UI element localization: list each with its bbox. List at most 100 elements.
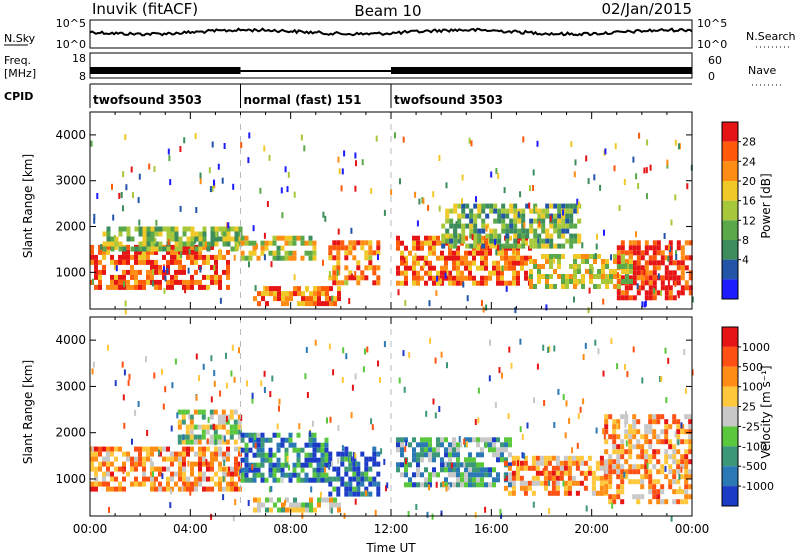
heatmap-cell — [170, 226, 175, 232]
heatmap-cell — [504, 260, 508, 266]
heatmap-cell — [489, 233, 494, 239]
heatmap-cell — [515, 470, 520, 476]
heatmap-cell — [604, 459, 609, 465]
heatmap-cell — [688, 429, 693, 435]
heatmap-cell — [328, 481, 333, 487]
heatmap-cell — [240, 432, 245, 438]
heatmap-cell — [320, 491, 322, 498]
heatmap-cell — [218, 279, 222, 285]
heatmap-cell — [504, 447, 508, 453]
heatmap-cell — [628, 439, 633, 445]
heatmap-cell — [300, 462, 305, 468]
heatmap-cell — [114, 241, 119, 247]
heatmap-cell — [210, 226, 215, 232]
heatmap-cell — [621, 254, 625, 259]
heatmap-cell — [252, 462, 257, 468]
heatmap-cell — [495, 249, 498, 256]
heatmap-cell — [328, 476, 333, 482]
heatmap-cell — [134, 446, 138, 452]
heatmap-cell — [477, 238, 482, 244]
heatmap-cell — [154, 446, 158, 452]
heatmap-cell — [636, 283, 639, 290]
heatmap-cell — [450, 462, 453, 469]
heatmap-cell — [428, 484, 431, 491]
heatmap-cell — [348, 275, 353, 281]
heatmap-cell — [324, 215, 327, 222]
heatmap-cell — [244, 467, 249, 473]
heatmap-cell — [248, 477, 253, 483]
heatmap-cell — [521, 228, 526, 234]
heatmap-cell — [170, 284, 174, 290]
heatmap-cell — [672, 414, 677, 420]
heatmap-cell — [293, 274, 296, 281]
heatmap-cell — [305, 346, 308, 353]
heatmap-cell — [169, 502, 172, 509]
heatmap-cell — [122, 451, 126, 457]
heatmap-cell — [210, 456, 214, 462]
heatmap-cell — [215, 231, 218, 238]
heatmap-cell — [649, 164, 652, 171]
heatmap-cell — [348, 245, 353, 251]
heatmap-cell — [648, 499, 653, 505]
heatmap-cell — [178, 451, 182, 457]
heatmap-cell — [688, 459, 693, 465]
heatmap-cell — [170, 425, 173, 432]
heatmap-cell — [537, 264, 541, 269]
heatmap-cell — [146, 241, 151, 247]
colorbar-tick-label: 500 — [742, 361, 763, 374]
heatmap-cell — [268, 240, 273, 246]
heatmap-cell — [553, 243, 558, 249]
colorbar-swatch — [722, 279, 738, 299]
heatmap-cell — [553, 422, 556, 428]
heatmap-cell — [142, 241, 147, 247]
heatmap-cell — [300, 235, 305, 241]
heatmap-cell — [344, 255, 349, 261]
heatmap-cell — [440, 250, 444, 256]
heatmap-cell — [581, 279, 585, 284]
heatmap-cell — [263, 370, 266, 377]
heatmap-cell — [214, 471, 218, 477]
nave-label: Nave — [748, 64, 776, 77]
heatmap-cell — [106, 466, 110, 472]
heatmap-cell — [543, 485, 548, 491]
heatmap-cell — [337, 156, 340, 163]
heatmap-cell — [492, 437, 496, 443]
heatmap-cell — [154, 486, 158, 492]
heatmap-cell — [468, 457, 472, 463]
heatmap-cell — [260, 452, 265, 458]
heatmap-cell — [297, 502, 301, 508]
heatmap-cell — [317, 291, 321, 297]
heatmap-cell — [256, 452, 261, 458]
heatmap-cell — [549, 264, 553, 269]
heatmap-cell — [505, 213, 510, 219]
heatmap-cell — [512, 275, 516, 281]
heatmap-cell — [222, 241, 227, 247]
heatmap-cell — [644, 454, 649, 460]
heatmap-cell — [340, 280, 345, 286]
heatmap-cell — [620, 469, 625, 475]
heatmap-cell — [328, 451, 333, 457]
heatmap-cell — [178, 456, 182, 462]
heatmap-cell — [214, 226, 219, 232]
heatmap-cell — [292, 447, 297, 453]
heatmap-cell — [416, 270, 420, 276]
heatmap-cell — [233, 424, 238, 430]
heatmap-cell — [142, 284, 146, 290]
heatmap-cell — [254, 285, 257, 292]
heatmap-cell — [688, 439, 693, 445]
heatmap-cell — [536, 363, 539, 370]
heatmap-cell — [595, 243, 598, 250]
heatmap-cell — [605, 279, 609, 284]
heatmap-cell — [350, 227, 353, 234]
heatmap-cell — [616, 280, 621, 286]
heatmap-cell — [404, 458, 407, 465]
heatmap-cell — [672, 419, 677, 425]
heatmap-cell — [476, 245, 480, 251]
heatmap-cell — [493, 233, 498, 239]
heatmap-cell — [628, 240, 633, 246]
heatmap-cell — [296, 452, 301, 458]
heatmap-cell — [516, 260, 520, 266]
heatmap-cell — [142, 231, 147, 237]
heatmap-cell — [435, 481, 438, 488]
